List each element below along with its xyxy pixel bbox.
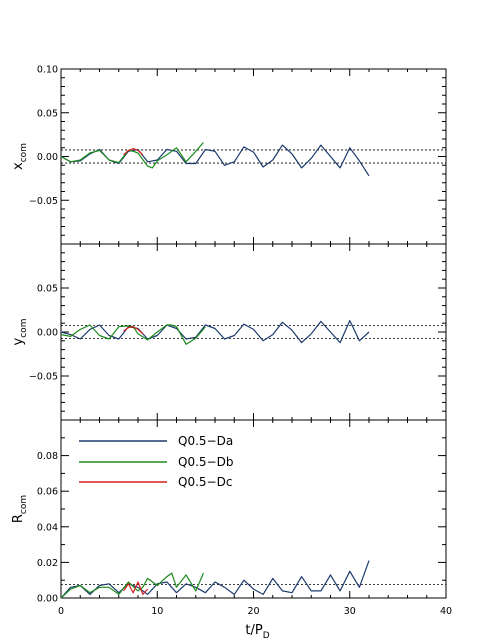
panel-y-series-2 <box>123 326 144 335</box>
x-tick-label: 0 <box>58 606 64 617</box>
panel-R-ytick-label: 0.02 <box>37 558 58 569</box>
x-tick-label: 30 <box>344 606 356 617</box>
panel-x-series-1 <box>60 142 204 169</box>
panel-R-frame <box>60 419 447 599</box>
panel-y-series-0 <box>60 320 370 344</box>
panel-y-ytick-label: −0.05 <box>29 372 58 383</box>
panel-y-series-1 <box>60 324 206 345</box>
panel-y-frame <box>60 243 447 421</box>
panel-R-ytick-label: 0.08 <box>37 451 58 462</box>
panel-R-ytick-label: 0.00 <box>37 594 58 605</box>
x-axis-label: t/PD <box>245 623 269 638</box>
x-tick-label: 20 <box>247 606 259 617</box>
panel-R-ylabel-sub: com <box>19 495 29 514</box>
panel-x-frame <box>60 68 447 245</box>
x-tick-label: 10 <box>151 606 163 617</box>
panel-x-series-2 <box>123 148 144 156</box>
panel-R-ytick-label: 0.06 <box>37 487 58 498</box>
panel-R-series-0 <box>60 560 370 599</box>
panel-x-ytick-label: 0.00 <box>37 152 58 163</box>
panel-y-ylabel-main: y <box>11 337 26 345</box>
x-axis-label-sub: D <box>263 631 270 638</box>
legend-label-1: Q0.5−Db <box>178 455 233 469</box>
panel-x-ytick-label: 0.05 <box>37 108 58 119</box>
panel-x-ylabel-main: x <box>11 162 26 170</box>
panel-y-ytick-label: 0.05 <box>37 284 58 295</box>
panel-R-ylabel: Rcom <box>11 495 29 523</box>
panel-x-ylabel-sub: com <box>19 143 29 162</box>
panel-x-ylabel: xcom <box>11 143 29 170</box>
legend-label-0: Q0.5−Da <box>178 434 233 448</box>
panel-y-ylabel-sub: com <box>19 319 29 338</box>
panel-R-series-2 <box>123 581 149 596</box>
panel-R-series-1 <box>60 572 204 599</box>
panel-y-ytick-label: 0.00 <box>37 328 58 339</box>
legend-label-2: Q0.5−Dc <box>178 475 232 489</box>
panel-x-ytick-label: 0.10 <box>37 65 58 76</box>
x-tick-label: 40 <box>440 606 452 617</box>
panel-y-ylabel: ycom <box>11 319 29 346</box>
panel-R-ytick-label: 0.04 <box>37 522 58 533</box>
panel-x-ytick-label: −0.05 <box>29 196 58 207</box>
x-axis-label-main: t/P <box>245 623 262 638</box>
panel-R-ylabel-main: R <box>11 514 26 523</box>
